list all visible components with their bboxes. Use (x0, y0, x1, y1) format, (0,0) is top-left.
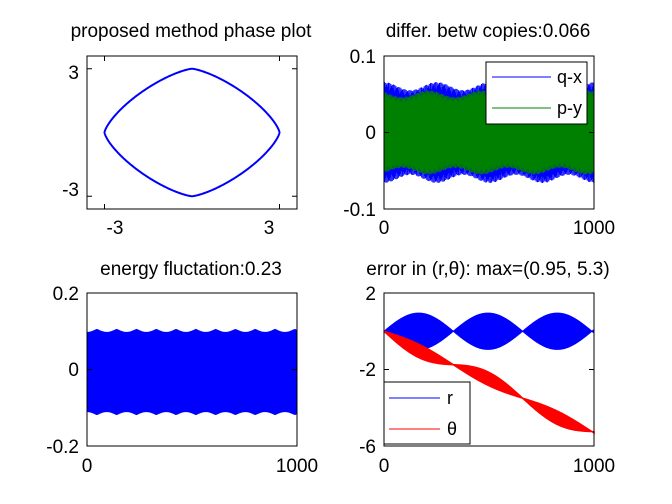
legend-label-q-x: q-x (557, 67, 582, 87)
x-tick-label: 0 (379, 218, 390, 239)
x-tick-label: -3 (107, 218, 124, 239)
subplot-difference: differ. betw copies:0.066 0 1000 0.1 0 -… (343, 21, 615, 239)
x-tick-label: 0 (379, 456, 390, 477)
y-tick-label: 2 (365, 284, 376, 305)
chart-title: proposed method phase plot (71, 21, 313, 42)
axes-box (86, 292, 298, 447)
y-tick-label: -0.2 (46, 437, 79, 458)
x-tick-label: 1000 (573, 218, 615, 239)
y-tick-label: 0.2 (53, 284, 79, 305)
phase-curve (103, 67, 281, 198)
tick-marks (87, 56, 297, 209)
legend: q-x p-y (485, 61, 588, 125)
legend: r θ (383, 381, 471, 445)
x-tick-label: 3 (264, 218, 275, 239)
energy-band (86, 328, 298, 416)
legend-box (383, 381, 471, 445)
plot-area (87, 56, 297, 209)
axes-box (383, 55, 595, 210)
subplot-phase-plot: proposed method phase plot -3 3 3 -3 (62, 21, 312, 239)
axes-box (86, 55, 298, 210)
subplot-error: error in (r,θ): max=(0.95, 5.3) 0 1000 2… (359, 259, 615, 477)
legend-box (485, 61, 588, 125)
legend-label-r: r (447, 388, 453, 408)
data-marks (383, 312, 595, 435)
chart-title: differ. betw copies:0.066 (386, 21, 591, 42)
y-tick-label: -0.1 (343, 200, 376, 221)
y-tick-label: 0.1 (350, 47, 376, 68)
x-tick-label: 1000 (573, 456, 615, 477)
y-tick-label: 0 (68, 360, 79, 381)
y-tick-label: 3 (68, 63, 79, 84)
x-tick-label: 1000 (276, 456, 318, 477)
legend-label-theta: θ (447, 419, 457, 439)
legend-label-p-y: p-y (557, 98, 582, 118)
subplot-energy: energy fluctation:0.23 0 1000 0.2 0 -0.2 (46, 259, 318, 477)
y-tick-label: -2 (359, 360, 376, 381)
chart-title: error in (r,θ): max=(0.95, 5.3) (366, 259, 609, 280)
data-marks (86, 328, 298, 416)
y-tick-label: -3 (62, 180, 79, 201)
chart-title: energy fluctation:0.23 (100, 259, 282, 280)
data-marks (103, 67, 281, 198)
axes-box (383, 292, 595, 447)
x-tick-label: 0 (82, 456, 93, 477)
y-tick-label: -6 (359, 437, 376, 458)
y-tick-label: 0 (365, 123, 376, 144)
